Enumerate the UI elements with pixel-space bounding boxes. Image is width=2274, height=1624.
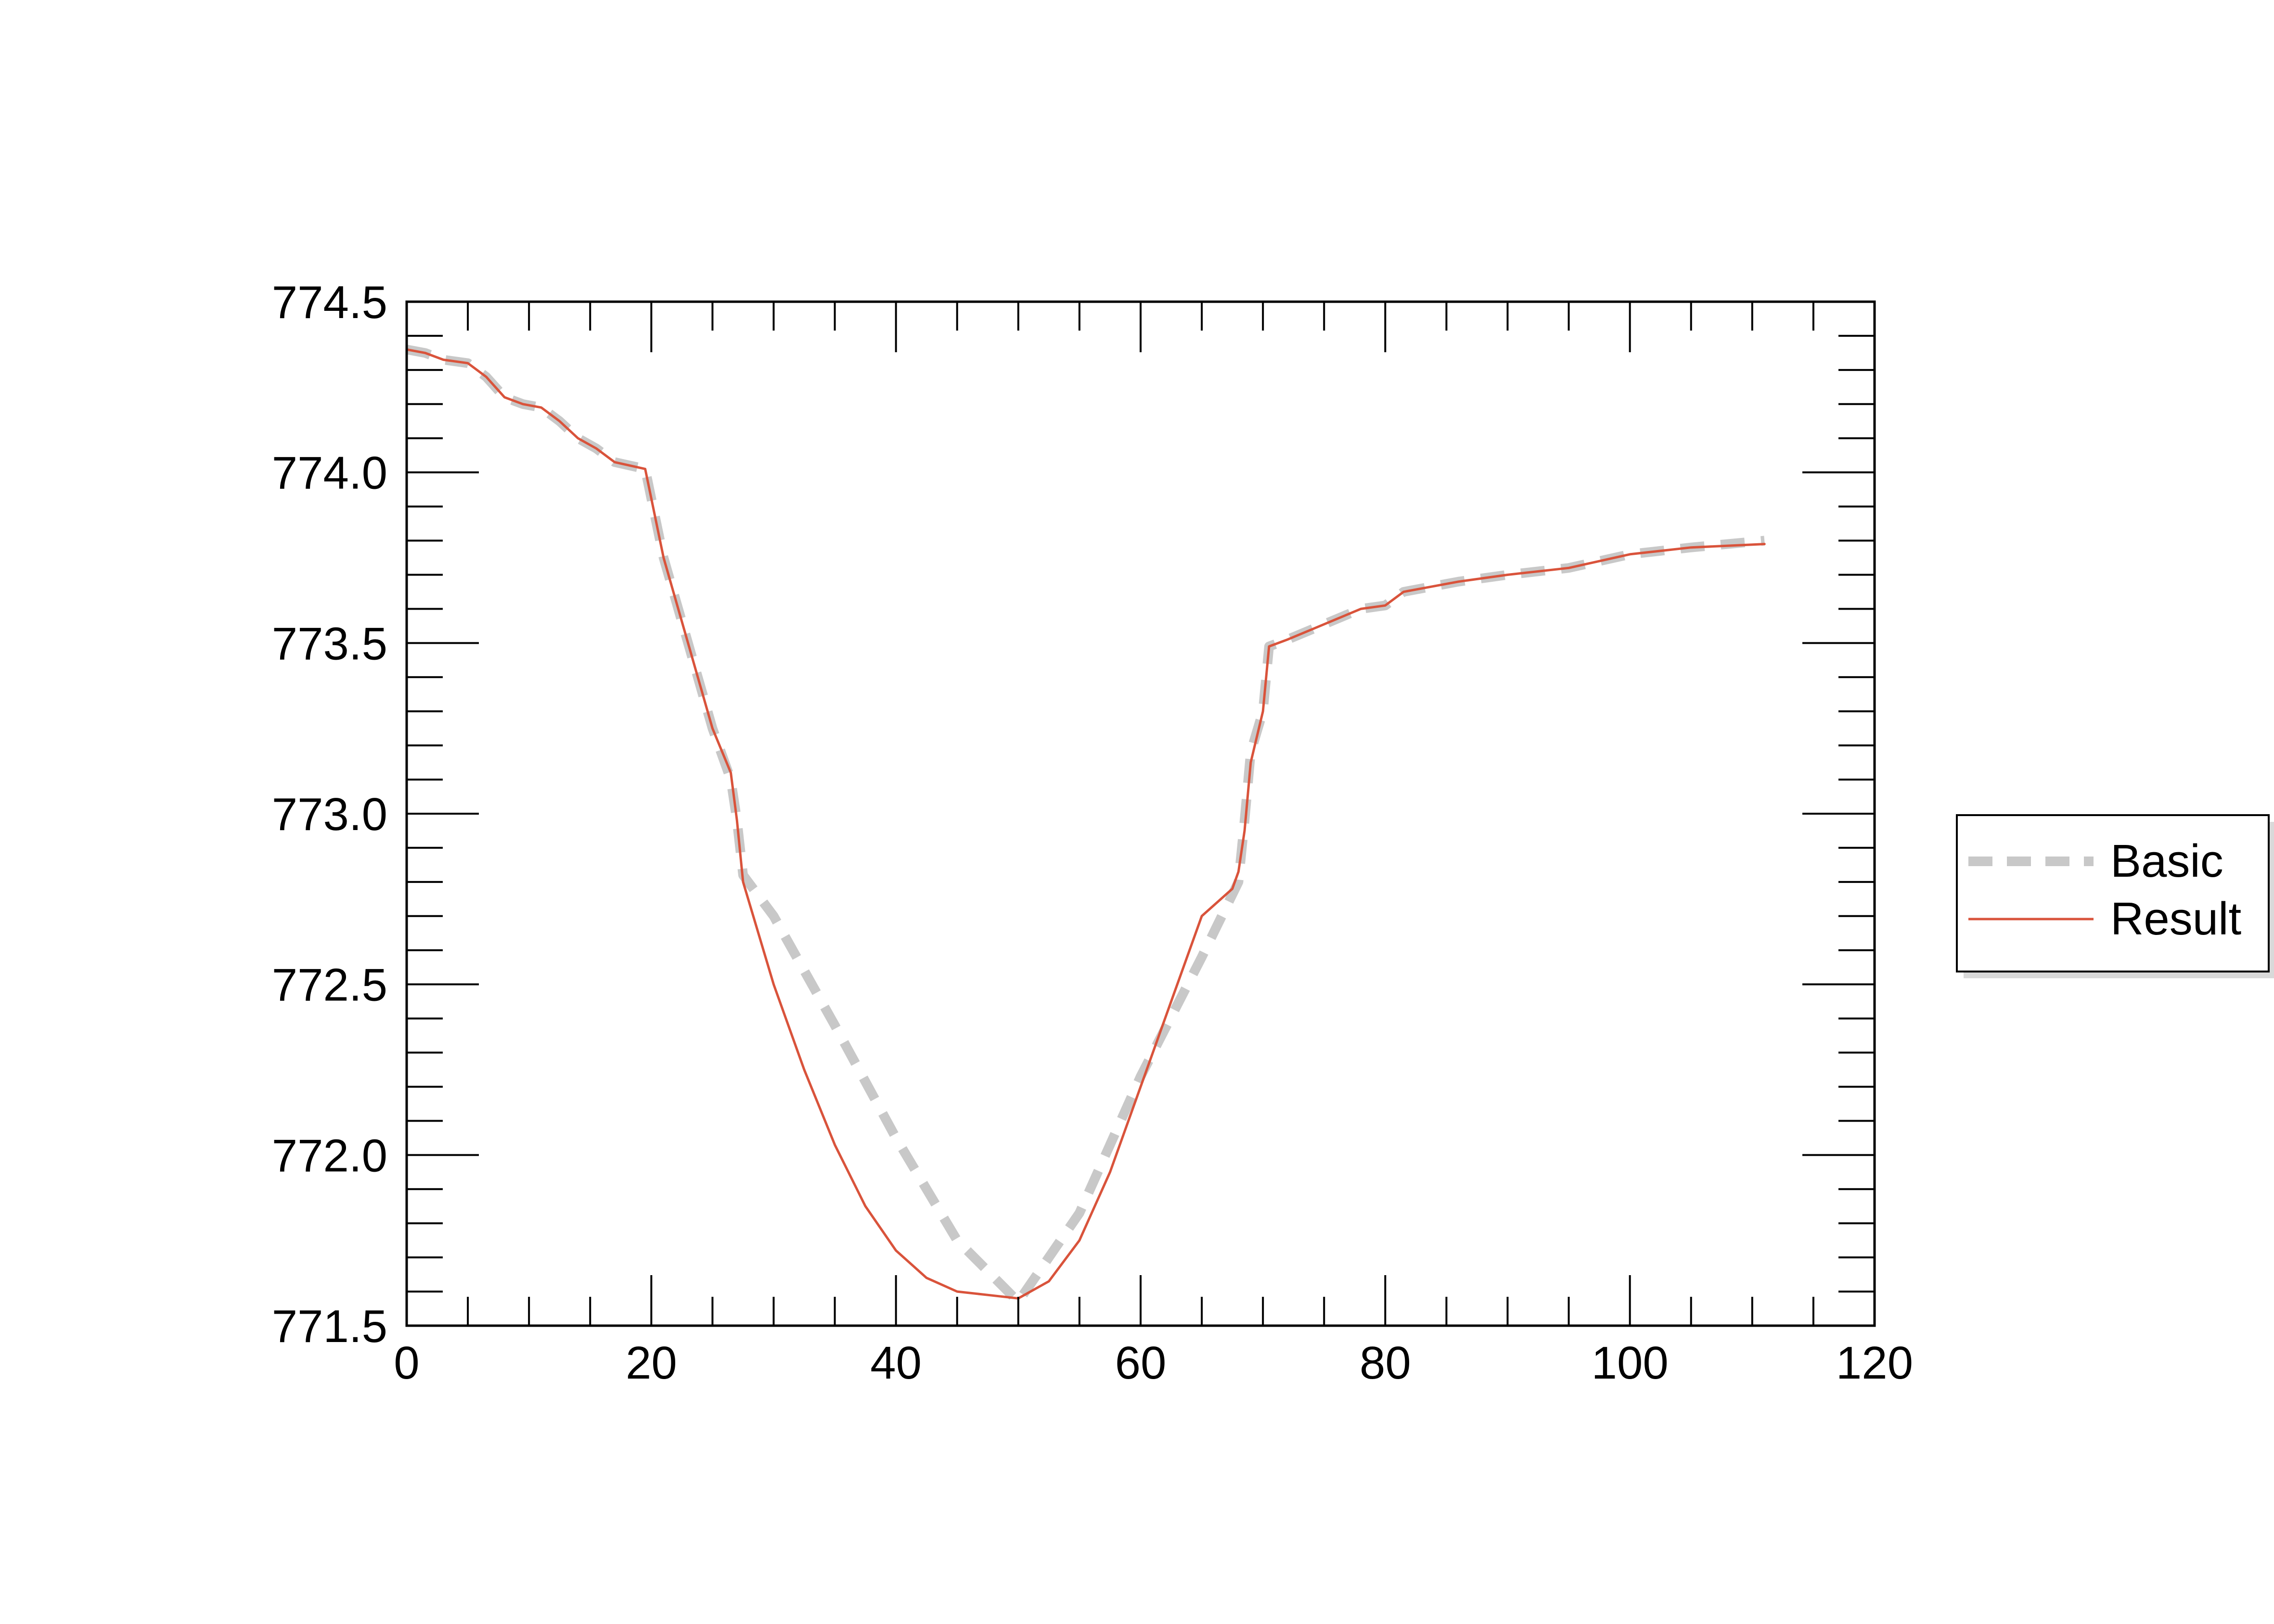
x-tick-label: 60 [1115, 1337, 1167, 1389]
y-tick-label: 772.0 [272, 1130, 387, 1181]
y-tick-label: 774.5 [272, 277, 387, 328]
axis-ticks [406, 301, 1876, 1327]
x-tick-label: 40 [870, 1337, 922, 1389]
plot-lines [405, 345, 1766, 1307]
y-tick-label: 773.5 [272, 618, 387, 669]
y-tick-label: 772.5 [272, 959, 387, 1011]
legend-box [1956, 814, 2270, 972]
x-tick-label: 0 [394, 1337, 419, 1389]
legend-label-basic: Basic [2110, 835, 2223, 887]
legend: Basic Result [1956, 814, 2274, 978]
axis-tick-labels: 0 20 40 60 80 100 120 771.5 772.0 772.5 773.0 773.5… [272, 277, 1913, 1389]
y-tick-label: 774.0 [272, 448, 387, 499]
series-line-result [405, 348, 1766, 1300]
legend-label-result: Result [2110, 893, 2241, 945]
x-tick-label: 80 [1360, 1337, 1411, 1389]
series-line-basic [406, 345, 1765, 1307]
y-tick-label: 771.5 [272, 1301, 387, 1352]
y-tick-label: 773.0 [272, 789, 387, 840]
x-tick-label: 100 [1592, 1337, 1669, 1389]
x-tick-label: 120 [1836, 1337, 1913, 1389]
x-tick-label: 20 [626, 1337, 677, 1389]
plot-frame [405, 300, 1876, 1327]
